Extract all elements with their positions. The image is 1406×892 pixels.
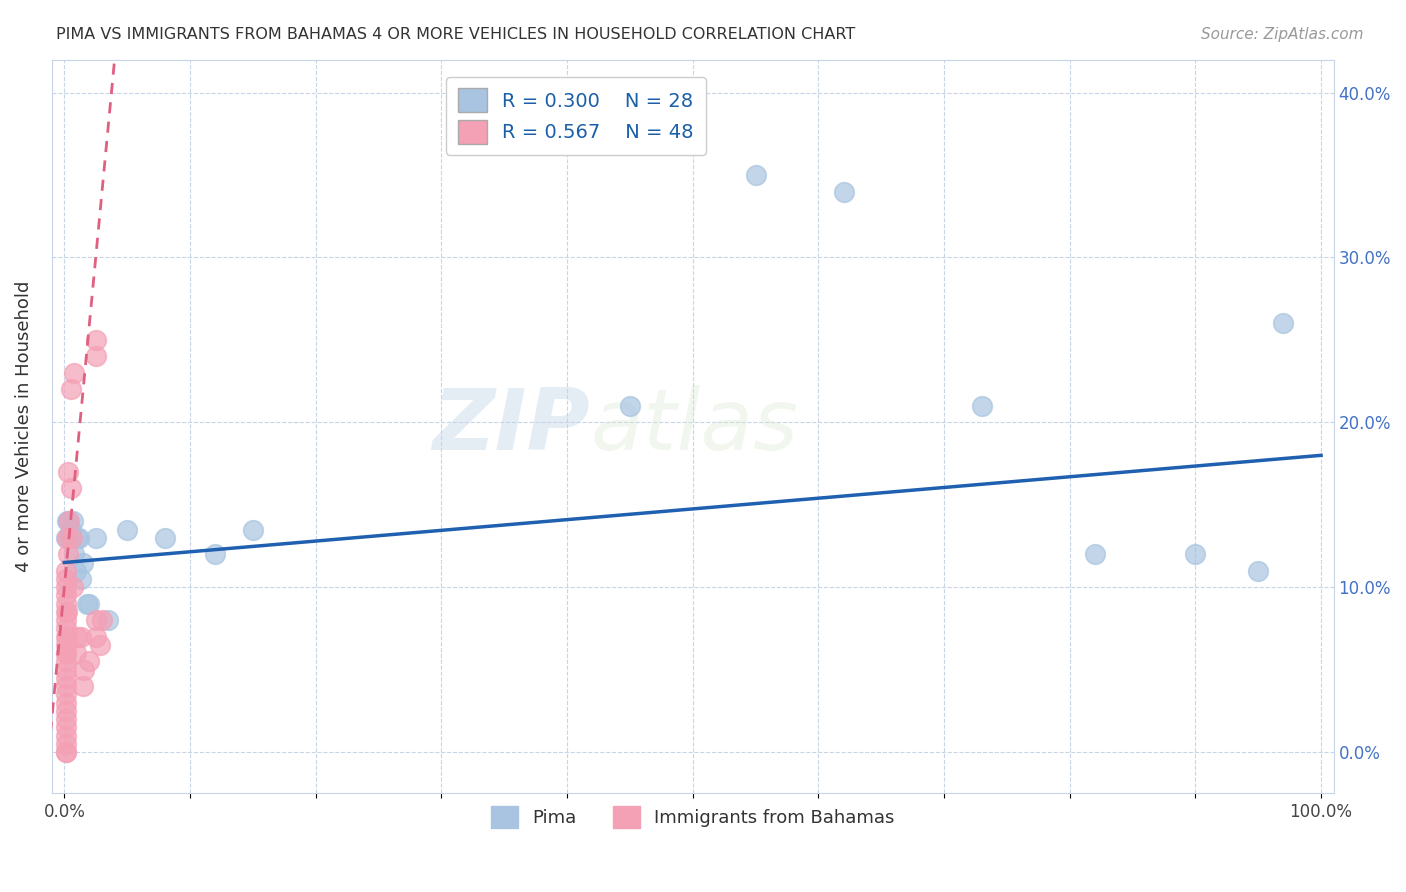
Point <box>62 514 84 528</box>
Point <box>97 613 120 627</box>
Point <box>55 687 77 701</box>
Point <box>153 531 176 545</box>
Point <box>65 646 87 660</box>
Point <box>242 523 264 537</box>
Point <box>69 572 91 586</box>
Point <box>55 655 77 669</box>
Point <box>1247 564 1270 578</box>
Point <box>66 531 89 545</box>
Point <box>59 383 82 397</box>
Point <box>55 580 77 594</box>
Point <box>76 597 98 611</box>
Point <box>55 737 77 751</box>
Point <box>79 597 101 611</box>
Point <box>63 366 86 380</box>
Point <box>84 613 107 627</box>
Point <box>66 630 89 644</box>
Point <box>55 663 77 677</box>
Text: PIMA VS IMMIGRANTS FROM BAHAMAS 4 OR MORE VEHICLES IN HOUSEHOLD CORRELATION CHAR: PIMA VS IMMIGRANTS FROM BAHAMAS 4 OR MOR… <box>56 27 855 42</box>
Point <box>55 696 77 710</box>
Point <box>91 613 114 627</box>
Point <box>55 720 77 734</box>
Point <box>58 531 80 545</box>
Point <box>55 613 77 627</box>
Point <box>832 185 855 199</box>
Point <box>56 531 79 545</box>
Point <box>55 679 77 693</box>
Point <box>56 605 79 619</box>
Point <box>55 729 77 743</box>
Point <box>55 704 77 718</box>
Point <box>59 523 82 537</box>
Point <box>55 622 77 636</box>
Point <box>84 531 107 545</box>
Text: Source: ZipAtlas.com: Source: ZipAtlas.com <box>1201 27 1364 42</box>
Point <box>79 655 101 669</box>
Point <box>60 531 83 545</box>
Point <box>115 523 138 537</box>
Point <box>84 333 107 347</box>
Point <box>63 547 86 561</box>
Y-axis label: 4 or more Vehicles in Household: 4 or more Vehicles in Household <box>15 281 32 572</box>
Point <box>55 597 77 611</box>
Point <box>89 638 111 652</box>
Point <box>62 580 84 594</box>
Point <box>55 564 77 578</box>
Point <box>55 531 77 545</box>
Point <box>69 630 91 644</box>
Point <box>619 399 641 413</box>
Point <box>55 605 77 619</box>
Point <box>56 514 79 528</box>
Point <box>55 671 77 685</box>
Point <box>56 465 79 479</box>
Point <box>65 564 87 578</box>
Legend: Pima, Immigrants from Bahamas: Pima, Immigrants from Bahamas <box>484 799 901 836</box>
Point <box>56 514 79 528</box>
Point <box>72 556 94 570</box>
Point <box>72 679 94 693</box>
Point <box>55 712 77 726</box>
Text: atlas: atlas <box>591 385 799 468</box>
Point <box>1184 547 1206 561</box>
Point <box>56 630 79 644</box>
Point <box>970 399 993 413</box>
Point <box>84 630 107 644</box>
Point <box>55 646 77 660</box>
Point <box>1272 317 1295 331</box>
Point <box>73 663 96 677</box>
Point <box>55 589 77 603</box>
Point <box>55 630 77 644</box>
Point <box>1084 547 1107 561</box>
Point <box>204 547 226 561</box>
Point <box>55 638 77 652</box>
Point <box>744 168 766 182</box>
Point <box>55 745 77 759</box>
Point <box>55 745 77 759</box>
Point <box>84 350 107 364</box>
Point <box>56 547 79 561</box>
Point <box>55 646 77 660</box>
Point <box>58 514 80 528</box>
Point <box>55 572 77 586</box>
Point <box>59 481 82 495</box>
Text: ZIP: ZIP <box>433 385 591 468</box>
Point <box>67 531 90 545</box>
